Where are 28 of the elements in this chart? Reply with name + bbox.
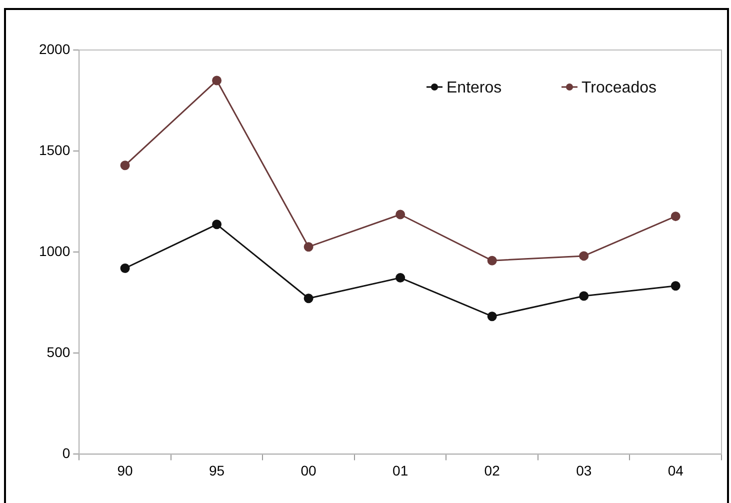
y-tick-label: 2000 xyxy=(38,40,70,57)
x-tick-label: 90 xyxy=(117,462,134,478)
point xyxy=(304,294,314,304)
point xyxy=(487,312,497,322)
point xyxy=(396,273,406,283)
x-tick-label: 04 xyxy=(668,462,684,478)
point xyxy=(670,212,680,222)
y-tick-label: 1000 xyxy=(38,242,70,259)
legend-label: Enteros xyxy=(446,79,502,96)
y-tick-label: 0 xyxy=(62,445,70,462)
x-tick-label: 95 xyxy=(209,462,225,478)
point xyxy=(579,251,589,261)
y-tick-label: 1500 xyxy=(38,142,70,158)
point xyxy=(579,291,589,301)
point xyxy=(670,281,680,291)
point xyxy=(120,160,130,170)
x-tick-label: 02 xyxy=(484,462,500,478)
x-tick-label: 01 xyxy=(392,462,408,478)
y-tick-label: 500 xyxy=(46,344,70,360)
point xyxy=(487,256,497,266)
point xyxy=(212,220,222,230)
point xyxy=(212,76,222,86)
point xyxy=(120,264,130,274)
x-tick-label: 00 xyxy=(300,462,317,478)
x-tick-label: 03 xyxy=(576,462,592,478)
point xyxy=(304,242,314,252)
legend-label: Troceados xyxy=(582,79,656,96)
point xyxy=(396,210,406,220)
